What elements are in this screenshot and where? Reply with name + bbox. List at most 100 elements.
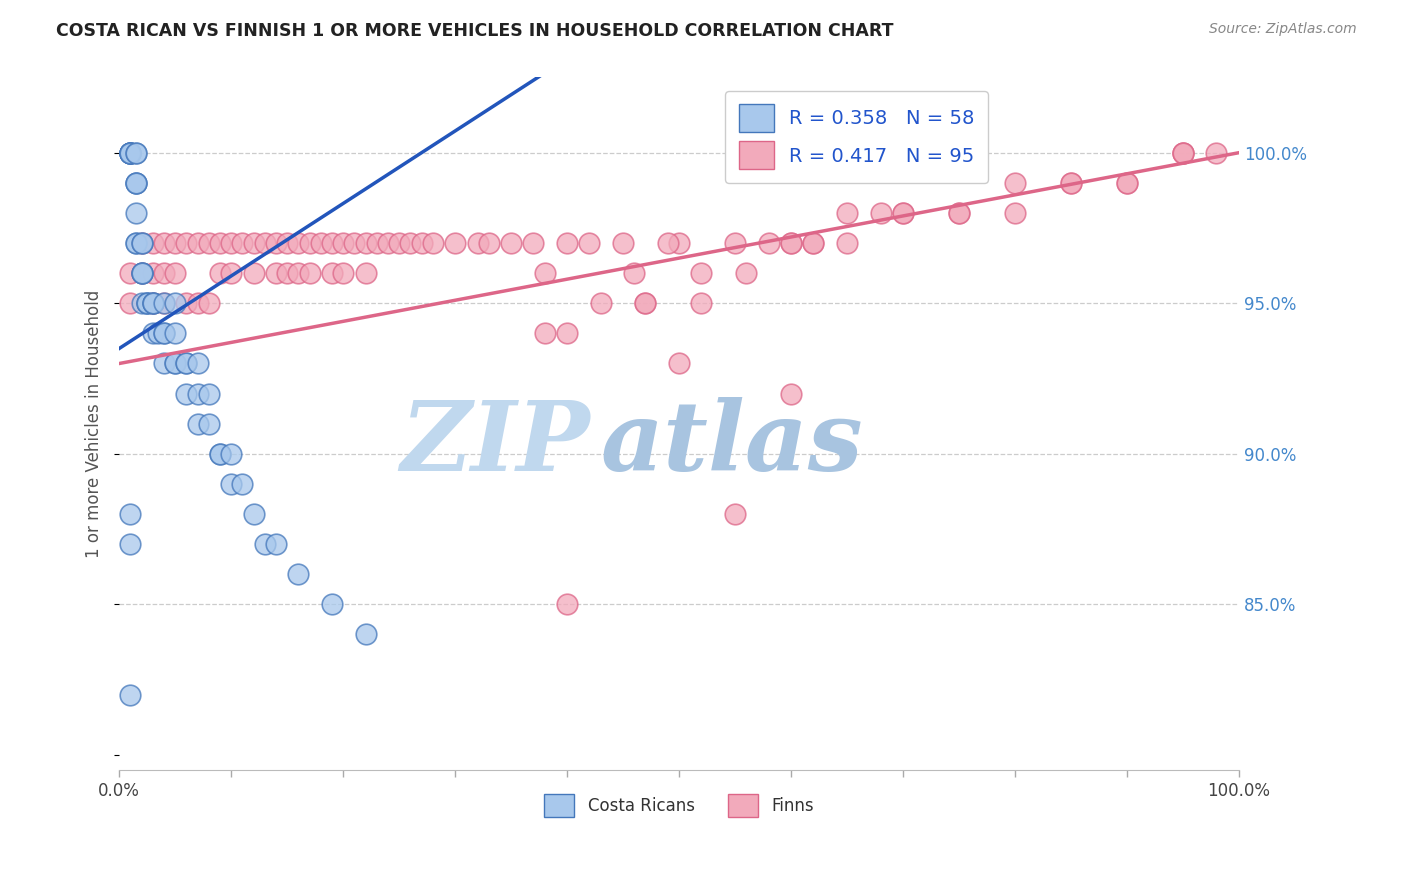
Point [198,417,221,431]
Point [131,235,153,250]
Point [142,296,165,310]
Point [1171,145,1194,160]
Point [891,206,914,220]
Point [153,326,176,341]
Point [187,417,209,431]
Point [533,326,555,341]
Point [287,235,309,250]
Point [231,477,253,491]
Point [589,296,612,310]
Point [533,266,555,280]
Text: atlas: atlas [600,398,863,491]
Point [668,357,690,371]
Point [948,206,970,220]
Point [321,266,343,280]
Y-axis label: 1 or more Vehicles in Household: 1 or more Vehicles in Household [86,290,103,558]
Point [623,266,645,280]
Point [187,357,209,371]
Point [136,296,159,310]
Point [242,235,264,250]
Point [467,235,489,250]
Point [131,266,153,280]
Text: COSTA RICAN VS FINNISH 1 OR MORE VEHICLES IN HOUSEHOLD CORRELATION CHART: COSTA RICAN VS FINNISH 1 OR MORE VEHICLE… [56,22,894,40]
Legend: Costa Ricans, Finns: Costa Ricans, Finns [537,787,821,824]
Point [634,296,657,310]
Point [165,266,187,280]
Point [219,235,242,250]
Point [120,145,142,160]
Point [735,266,758,280]
Point [153,296,176,310]
Point [153,357,176,371]
Point [153,235,176,250]
Point [321,235,343,250]
Point [125,176,148,190]
Point [120,145,142,160]
Point [253,235,276,250]
Point [287,266,309,280]
Point [131,235,153,250]
Point [948,206,970,220]
Point [869,206,891,220]
Point [1115,176,1137,190]
Point [377,235,399,250]
Point [298,266,321,280]
Point [780,235,803,250]
Point [219,477,242,491]
Point [165,235,187,250]
Point [120,145,142,160]
Point [1205,145,1227,160]
Point [136,296,159,310]
Point [208,235,231,250]
Point [801,235,824,250]
Point [801,235,824,250]
Point [208,447,231,461]
Point [242,507,264,521]
Point [153,326,176,341]
Point [120,296,142,310]
Point [187,235,209,250]
Point [176,386,198,401]
Point [142,266,165,280]
Point [142,235,165,250]
Point [153,266,176,280]
Point [332,235,354,250]
Point [120,145,142,160]
Point [354,235,377,250]
Point [668,235,690,250]
Point [354,627,377,641]
Text: ZIP: ZIP [399,398,589,491]
Point [176,357,198,371]
Point [176,296,198,310]
Point [125,145,148,160]
Point [136,296,159,310]
Point [555,598,578,612]
Point [522,235,544,250]
Point [142,296,165,310]
Point [242,266,264,280]
Point [276,266,298,280]
Point [343,235,366,250]
Point [153,296,176,310]
Point [399,235,422,250]
Point [198,296,221,310]
Point [187,296,209,310]
Point [264,266,287,280]
Point [125,235,148,250]
Point [612,235,634,250]
Point [125,206,148,220]
Point [657,235,679,250]
Point [634,296,657,310]
Point [253,537,276,551]
Point [891,206,914,220]
Point [444,235,467,250]
Point [422,235,444,250]
Point [1004,176,1026,190]
Point [176,235,198,250]
Point [176,357,198,371]
Point [120,145,142,160]
Point [131,296,153,310]
Point [120,537,142,551]
Point [125,145,148,160]
Point [690,296,713,310]
